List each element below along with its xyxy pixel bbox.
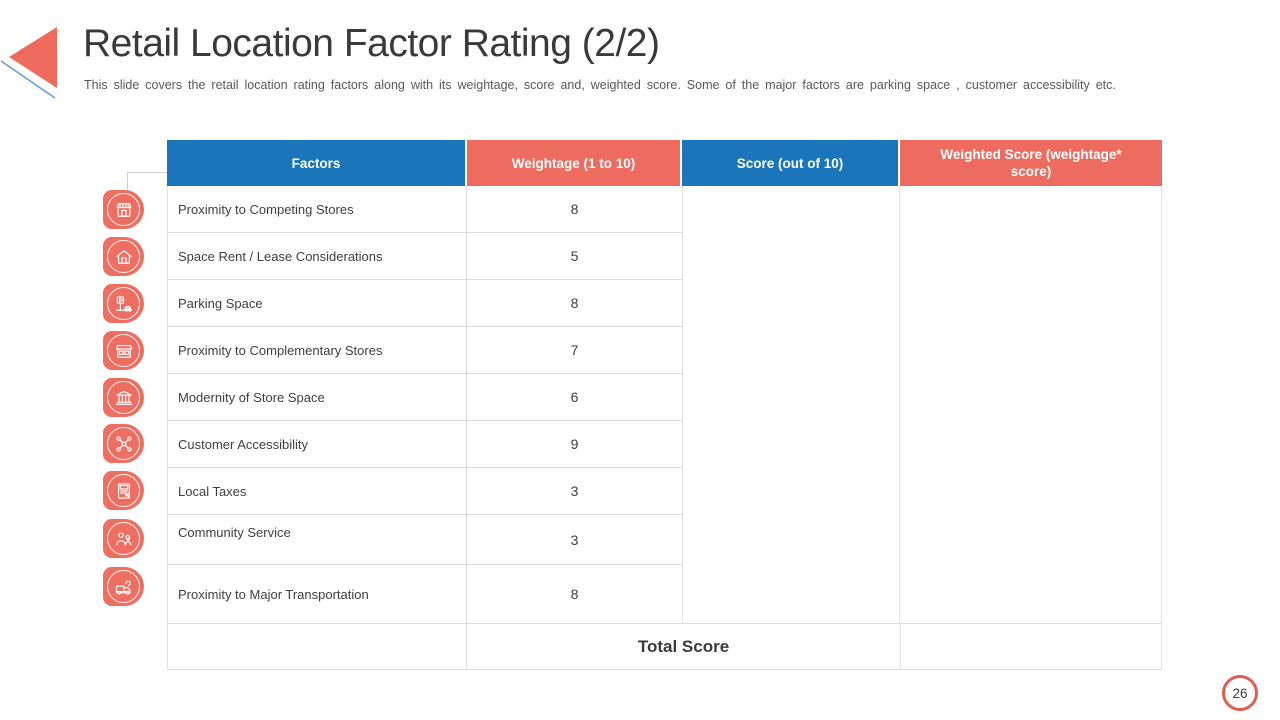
- factor-cell: Modernity of Store Space: [167, 374, 467, 421]
- total-score-label: Total Score: [467, 624, 900, 670]
- icon-ring: [107, 334, 140, 367]
- home-icon: [103, 237, 144, 276]
- factor-cell: Proximity to Major Transportation: [167, 565, 467, 624]
- page-number-badge: 26: [1222, 675, 1258, 711]
- total-row-empty-cell: [900, 624, 1162, 670]
- icon-ring: [107, 427, 140, 460]
- weightage-cell: 9: [467, 421, 682, 468]
- back-arrow-logo-icon: [0, 27, 57, 99]
- icon-ring: [107, 570, 140, 603]
- icon-ring: [107, 522, 140, 555]
- weightage-cell: 3: [467, 515, 682, 565]
- score-column-empty-cell: [682, 186, 900, 624]
- weightage-cell: 3: [467, 468, 682, 515]
- weightage-cell: 6: [467, 374, 682, 421]
- icon-ring: [107, 381, 140, 414]
- weightage-cell: 8: [467, 280, 682, 327]
- total-row-empty-cell: [167, 624, 467, 670]
- icon-ring: [107, 287, 140, 320]
- parking-icon: [103, 284, 144, 323]
- column-header-weightage: Weightage (1 to 10): [467, 140, 682, 186]
- factor-cell: Customer Accessibility: [167, 421, 467, 468]
- column-header-factors: Factors: [167, 140, 467, 186]
- page-subtitle: This slide covers the retail location ra…: [84, 78, 1116, 92]
- storefront-icon: [103, 190, 144, 229]
- tax-document-icon: [103, 471, 144, 510]
- weightage-cell: 7: [467, 327, 682, 374]
- weightage-cell: 5: [467, 233, 682, 280]
- column-header-score: Score (out of 10): [682, 140, 900, 186]
- factor-cell: Proximity to Complementary Stores: [167, 327, 467, 374]
- shops-icon: [103, 331, 144, 370]
- icon-ring: [107, 193, 140, 226]
- factor-cell: Proximity to Competing Stores: [167, 186, 467, 233]
- icon-ring: [107, 474, 140, 507]
- factor-cell: Local Taxes: [167, 468, 467, 515]
- column-header-weighted-score: Weighted Score (weightage* score): [900, 140, 1162, 186]
- weightage-cell: 8: [467, 565, 682, 624]
- weighted-score-column-empty-cell: [900, 186, 1162, 624]
- page-title: Retail Location Factor Rating (2/2): [83, 22, 660, 65]
- factor-cell: Space Rent / Lease Considerations: [167, 233, 467, 280]
- transport-truck-icon: [103, 567, 144, 606]
- network-people-icon: [103, 424, 144, 463]
- factor-rating-table: Factors Weightage (1 to 10) Score (out o…: [167, 140, 1162, 670]
- factor-cell: Parking Space: [167, 280, 467, 327]
- icon-ring: [107, 240, 140, 273]
- community-people-icon: [103, 519, 144, 558]
- weightage-cell: 8: [467, 186, 682, 233]
- factor-cell: Community Service: [167, 515, 467, 565]
- icon-connector-line: [127, 172, 168, 193]
- page-number: 26: [1232, 685, 1248, 701]
- bank-building-icon: [103, 378, 144, 417]
